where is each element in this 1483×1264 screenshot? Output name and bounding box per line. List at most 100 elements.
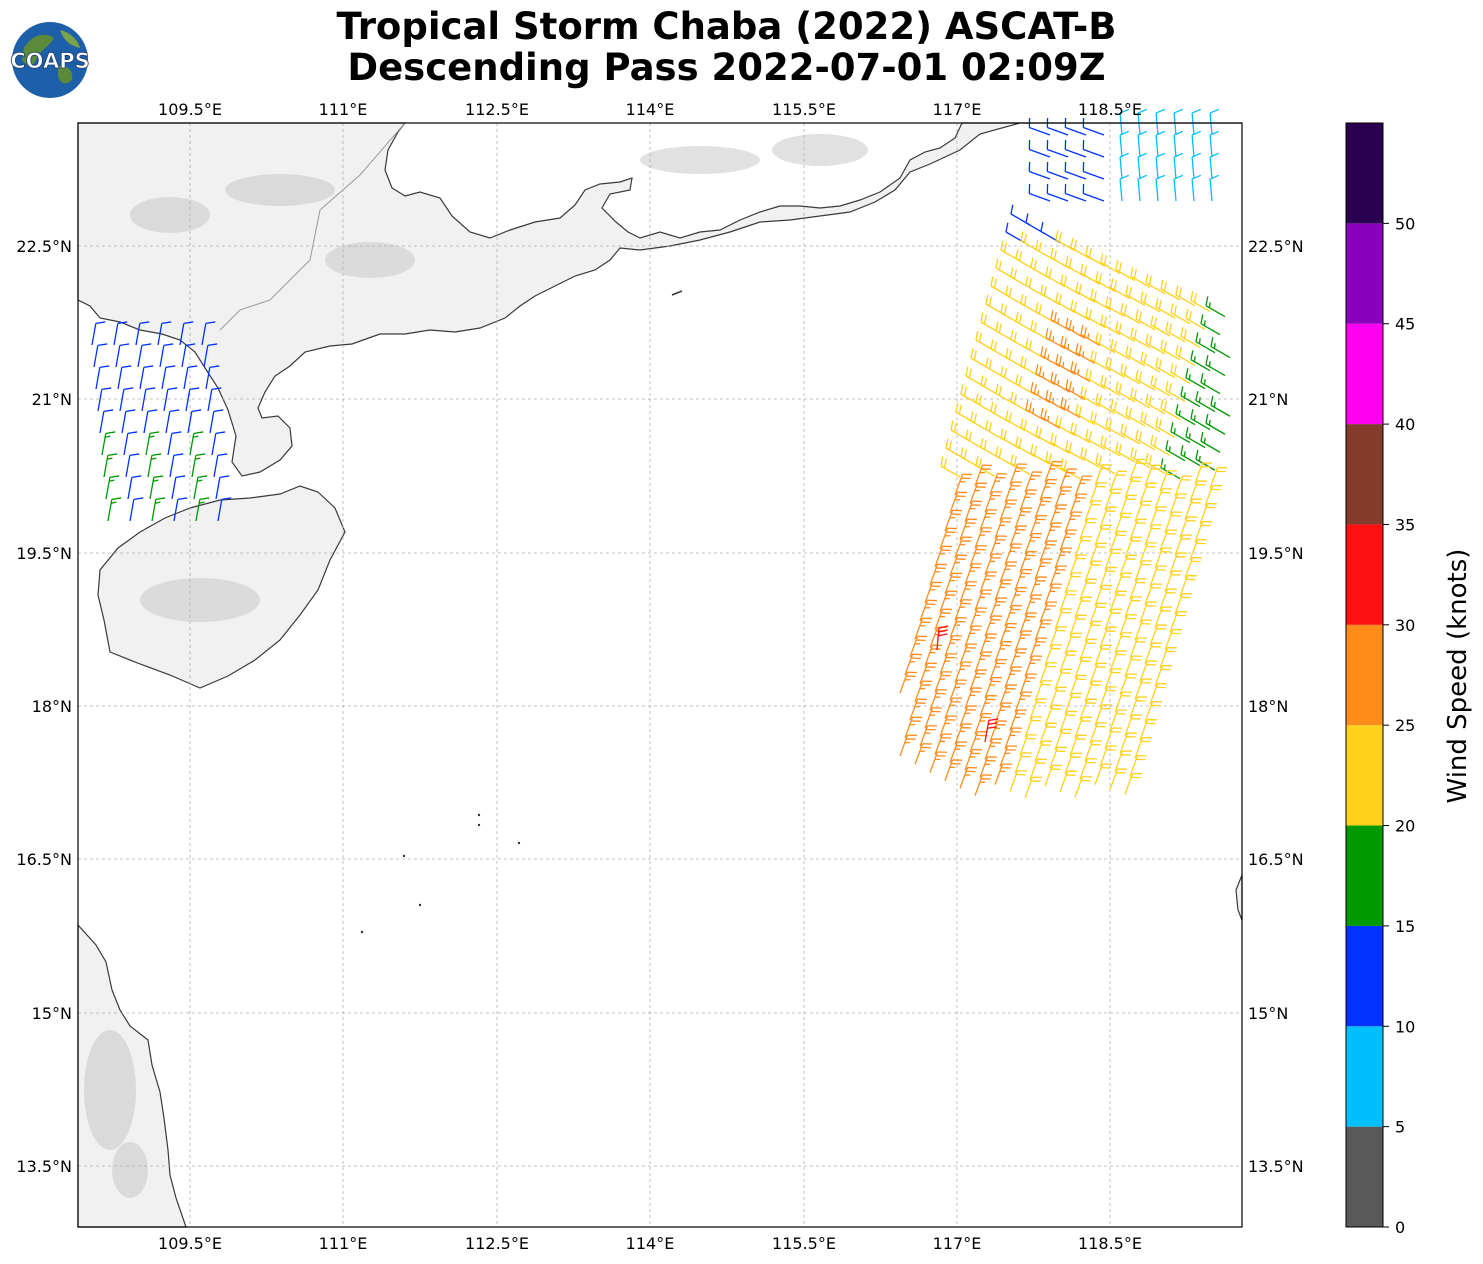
wind-barb xyxy=(1130,387,1151,409)
wind-barb xyxy=(944,759,963,781)
wind-barb xyxy=(1119,174,1130,202)
wind-barb xyxy=(1175,404,1196,426)
wind-barb xyxy=(1155,416,1176,438)
wind-barb xyxy=(929,563,948,586)
wind-barb xyxy=(1155,108,1166,136)
wind-barb xyxy=(909,698,928,721)
wind-barb xyxy=(1020,418,1041,440)
lat-tick-label-left: 18°N xyxy=(32,697,72,716)
wind-barb xyxy=(1209,174,1220,202)
wind-barb xyxy=(1009,586,1028,609)
title-line-1: Tropical Storm Chaba (2022) ASCAT-B xyxy=(336,5,1117,48)
wind-barb xyxy=(1082,139,1105,158)
wind-barb xyxy=(914,617,933,640)
wind-barb xyxy=(151,497,166,522)
wind-barb xyxy=(1124,476,1143,499)
wind-barb xyxy=(929,689,948,711)
island-dot xyxy=(517,841,521,845)
logo-text: COAPS xyxy=(10,49,89,73)
wind-barb xyxy=(994,640,1013,663)
wind-barb xyxy=(1164,628,1183,651)
wind-barb xyxy=(1191,152,1202,180)
wind-barb xyxy=(135,321,150,346)
wind-barb xyxy=(899,734,918,757)
wind-barb xyxy=(1124,772,1143,795)
wind-barb xyxy=(959,705,978,727)
lon-tick-label-top: 118.5°E xyxy=(1078,100,1142,119)
wind-barb xyxy=(1099,745,1118,767)
wind-barb xyxy=(969,730,988,753)
lon-tick-label-bottom: 117°E xyxy=(933,1234,982,1253)
lat-tick-label-left: 13.5°N xyxy=(16,1157,72,1176)
border-lines xyxy=(219,122,406,331)
wind-barb xyxy=(1195,332,1216,354)
wind-barb xyxy=(1114,691,1133,713)
wind-barb xyxy=(1035,364,1056,386)
wind-barb xyxy=(1034,740,1053,763)
wind-barb xyxy=(97,387,112,412)
wind-barb xyxy=(1180,326,1201,348)
wind-barb xyxy=(1084,740,1103,762)
lon-tick-label-bottom: 118.5°E xyxy=(1078,1234,1142,1253)
wind-barb xyxy=(1135,369,1156,391)
wind-barb xyxy=(193,475,208,500)
wind-barb xyxy=(939,715,958,737)
wind-barb xyxy=(1144,524,1163,546)
wind-barb xyxy=(1030,443,1051,465)
wind-barb xyxy=(969,482,988,505)
wind-barb xyxy=(1028,139,1051,158)
wind-barb xyxy=(1044,583,1063,605)
wind-barb xyxy=(999,684,1018,706)
wind-barb xyxy=(1173,174,1184,202)
lat-tick-label-left: 16.5°N xyxy=(16,850,72,869)
wind-barb xyxy=(1039,540,1058,562)
wind-barb xyxy=(1049,504,1068,526)
wind-barb xyxy=(1064,161,1087,180)
lat-tick-label-right: 21°N xyxy=(1248,390,1288,409)
wind-barb xyxy=(1055,353,1076,375)
wind-barb xyxy=(1109,530,1128,553)
wind-barb xyxy=(919,725,938,747)
wind-barb xyxy=(959,518,978,541)
wind-barb xyxy=(1190,409,1211,431)
wind-barb xyxy=(1055,415,1076,437)
wind-barb xyxy=(1024,471,1043,493)
wind-barb xyxy=(1155,174,1166,202)
wind-barb xyxy=(1120,302,1141,324)
wind-barb xyxy=(1059,770,1078,793)
wind-barb xyxy=(1024,655,1043,677)
wind-barb xyxy=(1119,732,1138,754)
wind-barb xyxy=(119,387,134,412)
wind-barb xyxy=(1039,662,1058,684)
wind-barb xyxy=(1185,427,1206,449)
lat-tick-label-left: 19.5°N xyxy=(16,544,72,563)
wind-barb xyxy=(1014,752,1033,774)
wind-barb xyxy=(1079,638,1098,661)
wind-barb xyxy=(1050,371,1071,393)
wind-barb xyxy=(1140,411,1161,433)
wind-barb xyxy=(914,743,933,765)
colorbar-segment xyxy=(1346,223,1383,324)
wind-barb xyxy=(1074,536,1093,558)
wind-barb xyxy=(1130,447,1151,469)
colorbar: 0 5 10 15 20 25 30 35 40 45 50 Wind Speed (knots) xyxy=(1345,122,1473,1237)
wind-barb xyxy=(99,409,114,434)
wind-barb xyxy=(1160,398,1181,420)
wind-barb xyxy=(1160,458,1181,480)
wind-barb xyxy=(984,738,1003,760)
wind-barb xyxy=(1034,619,1053,641)
wind-barb xyxy=(1160,339,1181,361)
wind-barb xyxy=(1194,520,1213,543)
wind-barb xyxy=(954,661,973,683)
wind-barb xyxy=(949,679,968,701)
wind-barb xyxy=(1024,532,1043,555)
wind-barb xyxy=(1024,716,1043,738)
wind-barb xyxy=(1099,566,1118,589)
wind-barb xyxy=(1205,355,1226,377)
wind-barb xyxy=(209,409,224,434)
wind-barb xyxy=(989,535,1008,557)
wind-barb xyxy=(1164,511,1183,533)
wind-barb xyxy=(1140,291,1161,313)
wind-barb xyxy=(1110,399,1131,421)
wind-barb xyxy=(211,431,226,456)
